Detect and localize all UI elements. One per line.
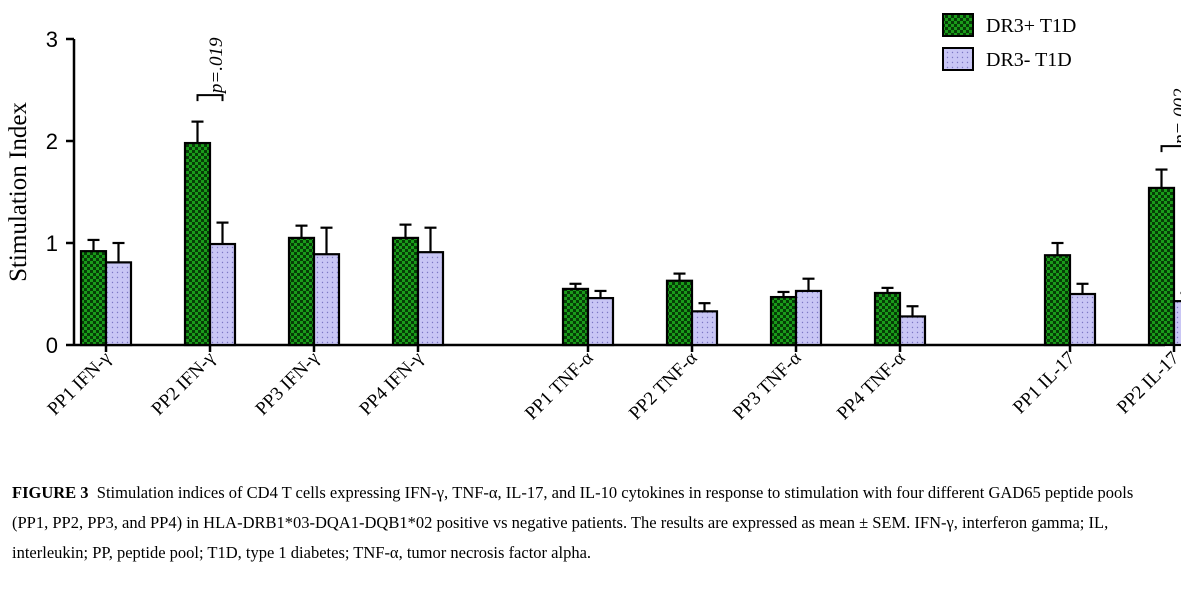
figure-caption: FIGURE 3 Stimulation indices of CD4 T ce… xyxy=(12,478,1172,568)
bar-dr3-pos xyxy=(183,141,212,347)
bar-dr3-neg xyxy=(1172,300,1181,347)
bar-dr3-neg xyxy=(208,242,237,347)
bar-dr3-pos xyxy=(287,236,316,347)
bar-dr3-pos xyxy=(1147,186,1176,347)
bar-dr3-pos xyxy=(769,295,798,347)
significance-bracket xyxy=(1160,145,1181,153)
category-label: PP1 IL-17 xyxy=(1009,348,1079,418)
category-label: PP1 IFN-γ xyxy=(44,348,116,420)
category-label: PP4 IFN-γ xyxy=(356,348,428,420)
category-label: PP4 TNF-α xyxy=(833,348,910,425)
bar-chart: 0 1 2 3 Stimulation Index PP1 IFN-γ PP2 IFN-γ… xyxy=(5,13,1181,425)
p-value-label: p=.002 xyxy=(1170,88,1181,146)
y-tick-label: 0 xyxy=(46,333,58,358)
caption-label: FIGURE 3 xyxy=(12,483,89,502)
bar-dr3-pos xyxy=(1043,254,1072,347)
category-label: PP1 TNF-α xyxy=(521,348,598,425)
bar-dr3-pos xyxy=(561,287,590,347)
y-axis-title: Stimulation Index xyxy=(5,102,32,282)
significance-bracket xyxy=(196,94,224,102)
bar-dr3-neg xyxy=(416,251,445,347)
bar-dr3-neg xyxy=(794,289,823,347)
category-label: PP3 IFN-γ xyxy=(252,348,324,420)
caption-text: Stimulation indices of CD4 T cells expre… xyxy=(12,483,1134,562)
chart-category-labels: PP1 IFN-γ PP2 IFN-γ PP3 IFN-γ PP4 IFN-γ PP1 … xyxy=(44,348,1181,425)
category-label: PP2 IFN-γ xyxy=(148,348,220,420)
legend-label: DR3+ T1D xyxy=(986,15,1076,37)
bar-dr3-pos xyxy=(79,250,108,347)
bar-dr3-pos xyxy=(873,291,902,347)
bar-dr3-pos xyxy=(391,236,420,347)
chart-legend: DR3+ T1D DR3- T1D xyxy=(942,13,1076,71)
chart-bars xyxy=(79,120,1181,347)
y-tick-label: 2 xyxy=(46,129,58,154)
y-tick-label: 1 xyxy=(46,231,58,256)
bar-dr3-neg xyxy=(586,296,615,347)
category-label: PP3 TNF-α xyxy=(729,348,806,425)
bar-dr3-neg xyxy=(898,315,927,347)
bar-dr3-neg xyxy=(312,253,341,347)
category-label: PP2 TNF-α xyxy=(625,348,702,425)
legend-swatch xyxy=(942,13,974,37)
p-value-label: p=.019 xyxy=(206,37,227,95)
legend-swatch xyxy=(942,47,974,71)
bar-dr3-pos xyxy=(665,279,694,347)
bar-dr3-neg xyxy=(104,261,133,347)
bar-dr3-neg xyxy=(1068,292,1097,347)
bar-dr3-neg xyxy=(690,310,719,347)
y-tick-label: 3 xyxy=(46,27,58,52)
legend-label: DR3- T1D xyxy=(986,49,1072,71)
chart-axes: 0 1 2 3 Stimulation Index xyxy=(5,27,1176,358)
category-label: PP2 IL-17 xyxy=(1113,348,1181,418)
